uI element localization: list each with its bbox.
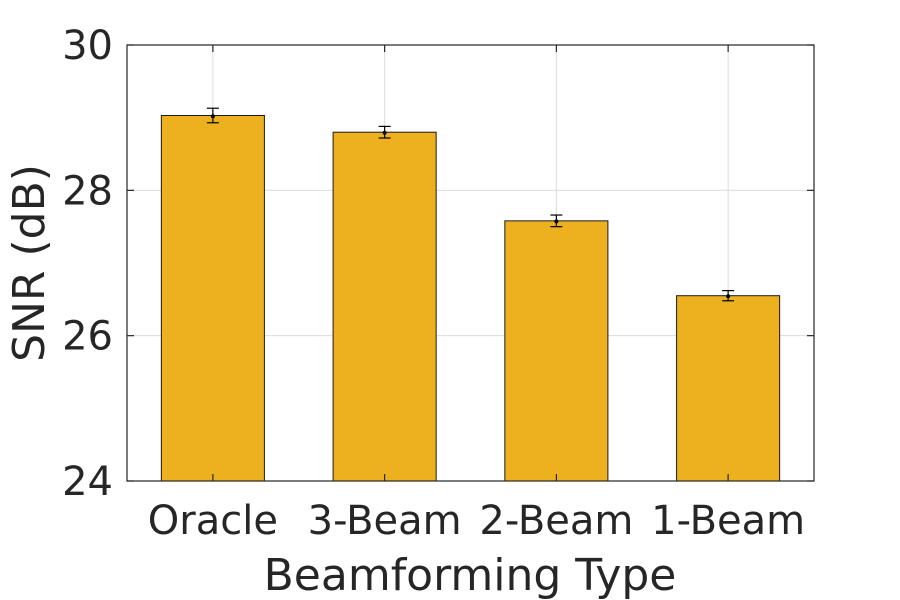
error-point [554,219,559,224]
plot-frame [126,44,815,482]
x-axis-title: Beamforming Type [264,550,677,600]
y-tick-label: 24 [62,459,113,505]
bar [332,131,437,482]
bar [676,295,781,482]
y-tick-label: 26 [62,314,113,360]
error-bars [206,107,735,302]
x-tick-label: 1-Beam [651,498,805,544]
y-tick-label: 28 [62,168,113,214]
bar [504,220,609,482]
x-tick-label: 3-Beam [308,498,462,544]
y-tick-label: 30 [62,23,113,69]
error-point [210,114,215,119]
error-point [726,294,731,299]
x-tick-label: Oracle [148,498,278,544]
bar [160,114,265,482]
bars [160,114,781,482]
error-point [382,130,387,135]
x-tick-label: 2-Beam [479,498,633,544]
axis-ticks [127,44,814,482]
tick-labels: 24 26 28 30 Oracle 3-Beam 2-Beam 1-Beam [62,23,805,544]
y-axis-title: SNR (dB) [4,164,55,362]
